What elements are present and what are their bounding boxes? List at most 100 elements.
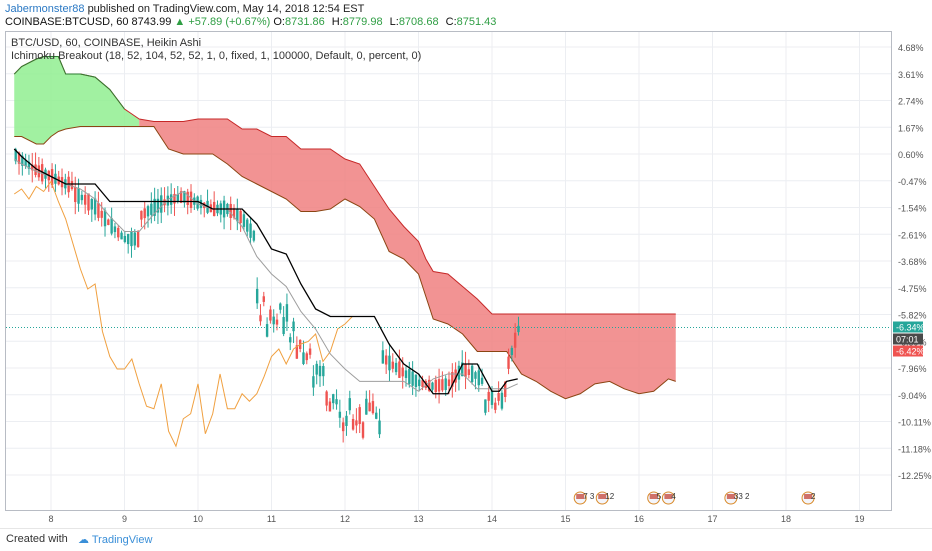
candle-up	[110, 218, 113, 234]
candle-up	[418, 379, 421, 386]
candle-down	[497, 393, 500, 401]
y-tick-label: 1.67%	[898, 123, 924, 133]
candle-down	[186, 191, 189, 205]
candle-down	[239, 210, 242, 224]
low-label: L:	[389, 16, 399, 28]
candle-up	[14, 149, 17, 162]
tradingview-logo-link[interactable]: ☁ TradingView	[78, 534, 153, 546]
candle-up	[120, 232, 123, 240]
author-link[interactable]: Jabermonster88	[5, 3, 85, 15]
up-arrow-icon: ▲	[174, 16, 186, 28]
x-tick-label: 14	[487, 514, 497, 524]
indicator-legend: Ichimoku Breakout (18, 52, 104, 52, 52, …	[11, 50, 422, 62]
candle-down	[341, 422, 345, 432]
candle-up	[365, 398, 368, 415]
candle-up	[345, 415, 348, 426]
candle-up	[77, 187, 80, 204]
candle-down	[371, 401, 375, 414]
candle-down	[87, 193, 90, 211]
us-flag-icon	[804, 494, 813, 499]
us-flag-icon	[649, 494, 658, 499]
candle-down	[259, 315, 262, 322]
candle-down	[295, 345, 299, 359]
candle-up	[103, 210, 107, 227]
countdown-tag-bg	[893, 333, 923, 345]
candle-down	[454, 369, 457, 383]
candle-up	[500, 392, 504, 409]
price-axis[interactable]: 4.68% 3.61% 2.74% 1.67% 0.60% -0.47% -1.54% -2.…	[898, 43, 932, 481]
high-label: H:	[331, 16, 343, 28]
candle-up	[381, 350, 385, 364]
y-tick-label: -1.54%	[898, 204, 927, 214]
candle-down	[487, 391, 490, 401]
event-count-label: 2	[811, 492, 816, 501]
candle-down	[262, 296, 265, 302]
candle-down	[70, 181, 74, 190]
candle-down	[275, 319, 279, 325]
candle-up	[404, 370, 408, 378]
candle-up	[474, 372, 477, 379]
candle-up	[265, 324, 269, 337]
candle-down	[391, 361, 394, 369]
candle-down	[434, 379, 437, 393]
symbol-label: COINBASE:BTCUSD, 60	[5, 16, 129, 28]
candle-down	[464, 364, 467, 377]
event-count-label: 4	[671, 492, 676, 501]
published-text: published on TradingView.com, May 14, 20…	[87, 3, 365, 15]
y-tick-label: -11.18%	[898, 444, 931, 454]
open-label: O:	[273, 16, 285, 28]
open-value: 8731.86	[284, 16, 325, 28]
candle-up	[156, 198, 160, 213]
candle-up	[176, 194, 179, 202]
y-tick-label: -4.75%	[898, 284, 927, 294]
candle-up	[150, 203, 153, 215]
chart-frame[interactable]	[5, 31, 892, 511]
us-flag-icon	[726, 494, 735, 499]
us-flag-icon	[598, 494, 607, 499]
candle-up	[93, 198, 97, 215]
candle-down	[136, 230, 140, 248]
candle-down	[401, 367, 404, 377]
candle-down	[97, 202, 100, 218]
candle-down	[37, 165, 41, 178]
quote-line: COINBASE:BTCUSD, 60 8743.99 ▲ +57.89 (+0…	[5, 16, 500, 28]
prev-price-tag-bg	[893, 345, 923, 357]
candle-up	[146, 206, 150, 217]
bear-cloud	[139, 119, 676, 399]
time-axis[interactable]: 8 9 10 11 12 13 14 15 16 17 18 19	[48, 514, 864, 524]
candle-down	[441, 379, 444, 391]
y-tick-label: -0.47%	[898, 177, 927, 187]
y-tick-label: 3.61%	[898, 70, 924, 80]
indicator-lines	[13, 148, 518, 448]
y-tick-label: -9.04%	[898, 391, 927, 401]
candle-up	[322, 366, 325, 377]
candle-up	[24, 160, 27, 166]
event-count-label: 12	[605, 492, 614, 501]
y-tick-label: -10.11%	[898, 418, 931, 428]
candle-down	[398, 361, 401, 378]
candle-up	[318, 365, 322, 377]
y-tick-label: -12.25%	[898, 471, 932, 481]
candle-up	[315, 363, 318, 375]
y-tick-label: -7.96%	[898, 364, 927, 374]
x-tick-label: 18	[781, 514, 791, 524]
grid-lines	[6, 32, 891, 510]
candle-up	[490, 390, 494, 405]
candle-up	[183, 191, 186, 203]
event-markers[interactable]: 7 3 12 5 4 33 2 2	[573, 491, 816, 505]
candle-up	[335, 399, 338, 405]
last-price-tag: -6.34%	[896, 323, 925, 333]
candle-down	[74, 187, 77, 203]
candle-up	[461, 362, 464, 377]
candle-up	[292, 321, 295, 332]
candle-up	[169, 194, 173, 205]
event-count-label: 5	[657, 492, 662, 501]
lagging-line	[13, 180, 353, 448]
candle-down	[507, 356, 510, 369]
candle-down	[384, 355, 388, 365]
prev-price-tag: -6.42%	[896, 347, 925, 357]
candle-down	[437, 379, 441, 392]
candle-up	[408, 368, 411, 384]
bull-cloud-edge	[13, 56, 125, 110]
